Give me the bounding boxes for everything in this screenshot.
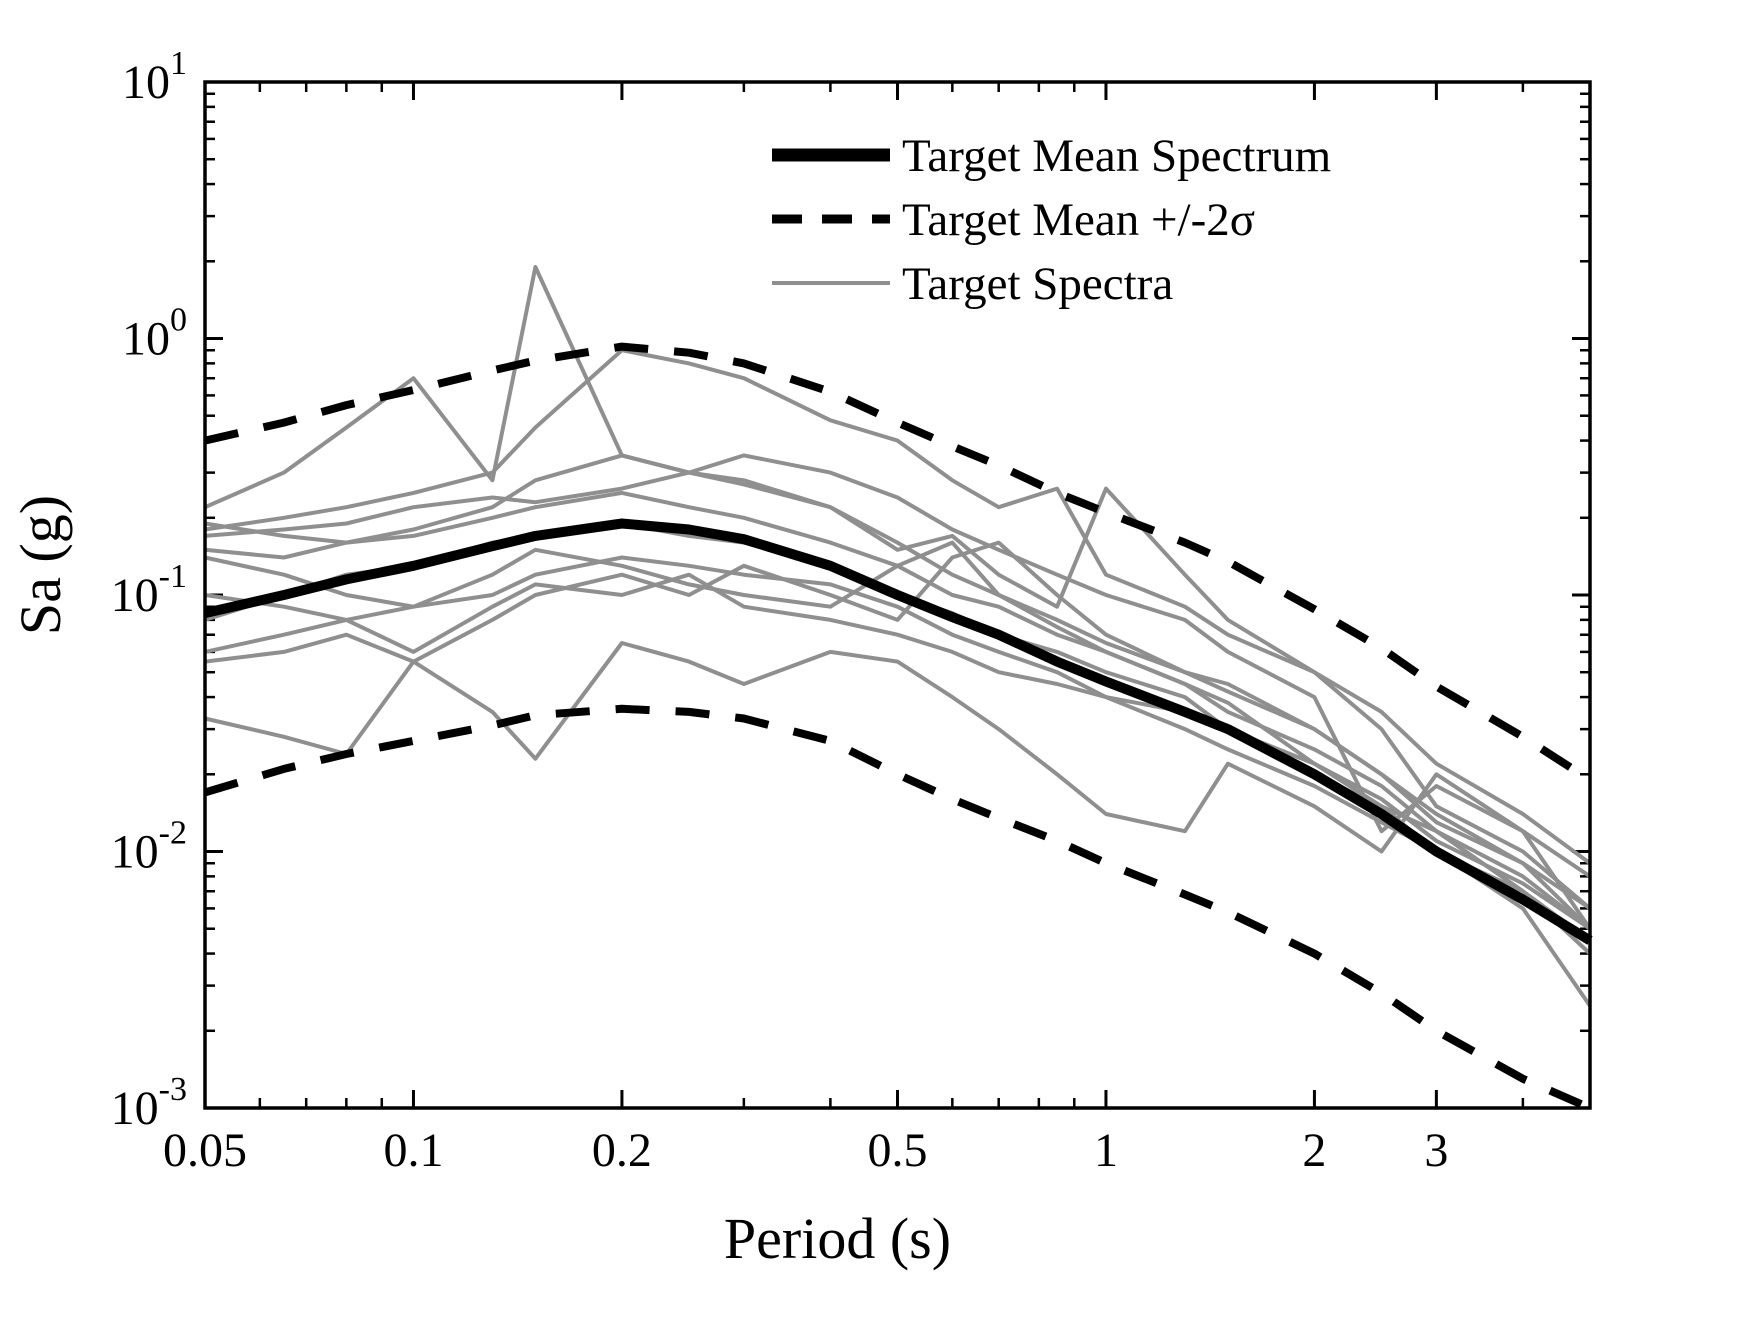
legend-label: Target Mean Spectrum (902, 130, 1331, 182)
y-tick-label: 10-2 (111, 815, 187, 879)
y-tick-label: 10-3 (111, 1071, 187, 1135)
plot-box (203, 80, 1592, 1110)
series-line-record-4 (204, 348, 1592, 910)
series-line-record-10 (204, 547, 1592, 931)
x-tick-label: 0.05 (163, 1124, 247, 1177)
y-tick-label: 10-1 (111, 558, 187, 622)
series-line-lower-bound-2 (203, 704, 1592, 1112)
y-tick-label: 101 (122, 45, 187, 109)
legend: Target Mean Spectrum Target Mean +/-2σ Tar… (772, 130, 1331, 310)
legend-label: Target Spectra (902, 258, 1173, 310)
series-line-record-11 (204, 572, 1592, 943)
x-tick-label: 3 (1424, 1124, 1448, 1177)
x-tick-label: 1 (1094, 1124, 1118, 1177)
x-axis-label: Period (s) (724, 1206, 951, 1271)
series-lines (203, 265, 1593, 1112)
x-tick-label: 0.1 (383, 1124, 443, 1177)
series-line-record-13 (204, 555, 1592, 931)
series-line-record-12 (204, 490, 1592, 911)
x-tick-label: 0.2 (592, 1124, 652, 1177)
legend-entry: Target Spectra (772, 258, 1173, 310)
x-tick-label: 2 (1302, 1124, 1326, 1177)
series-line-record-5 (204, 453, 1592, 879)
legend-entry: Target Mean Spectrum (772, 130, 1331, 182)
legend-label: Target Mean +/-2σ (902, 194, 1255, 246)
legend-entry: Target Mean +/-2σ (772, 194, 1255, 246)
y-axis-label: Sa (g) (8, 495, 73, 635)
series-line-record-9 (204, 641, 1592, 930)
series-line-record-3 (204, 265, 1592, 956)
series-line-mean-0 (203, 518, 1593, 945)
series-line-record-6 (204, 453, 1592, 865)
y-tick-label: 100 (122, 302, 187, 366)
series-line-upper-bound-1 (204, 342, 1593, 784)
x-tick-label: 0.5 (868, 1124, 928, 1177)
